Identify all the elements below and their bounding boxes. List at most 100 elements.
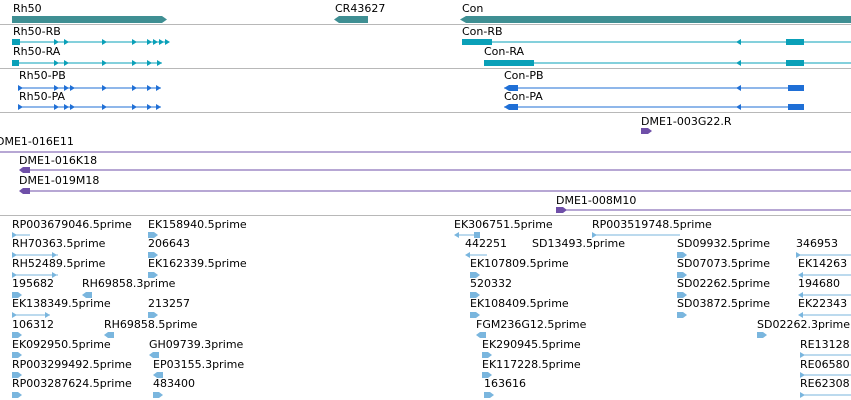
est-label[interactable]: 206643 — [148, 237, 190, 250]
est-label[interactable]: EK22343 — [798, 297, 848, 310]
arrow-right-icon[interactable] — [470, 271, 484, 279]
clone-glyph-016k18[interactable] — [19, 166, 851, 174]
est-label[interactable]: 442251 — [465, 237, 507, 250]
est-label[interactable]: EK108409.5prime — [470, 297, 569, 310]
est-label[interactable]: 106312 — [12, 318, 54, 331]
est-label[interactable]: EK107809.5prime — [470, 257, 569, 270]
transcript-label-rh50-rb[interactable]: Rh50-RB — [13, 25, 61, 38]
arrow-right-icon[interactable] — [148, 311, 162, 319]
arrow-right-icon[interactable] — [677, 271, 691, 279]
est-label[interactable]: EK162339.5prime — [148, 257, 247, 270]
est-label[interactable]: SD09932.5prime — [677, 237, 770, 250]
arrow-left-icon[interactable] — [476, 331, 490, 339]
gene-label-con[interactable]: Con — [462, 2, 484, 15]
est-label[interactable]: RH69858.5prime — [104, 318, 198, 331]
est-label[interactable]: SD02262.5prime — [677, 277, 770, 290]
arrow-right-icon[interactable] — [800, 391, 851, 399]
arrow-right-icon[interactable] — [148, 231, 162, 239]
est-label[interactable]: EK158940.5prime — [148, 218, 247, 231]
arrow-right-icon[interactable] — [482, 351, 496, 359]
arrow-left-icon[interactable] — [153, 371, 167, 379]
est-label[interactable]: RH70363.5prime — [12, 237, 106, 250]
transcript-glyph-rh50-ra[interactable] — [12, 58, 167, 68]
gene-glyph-rh50[interactable] — [12, 15, 168, 25]
arrow-right-icon[interactable] — [677, 311, 691, 319]
arrow-right-icon[interactable] — [677, 291, 691, 299]
est-label[interactable]: RE06580 — [800, 358, 850, 371]
arrow-right-icon[interactable] — [482, 371, 496, 379]
transcript-label-con-pb[interactable]: Con-PB — [504, 69, 544, 82]
est-label[interactable]: EP03155.3prime — [153, 358, 245, 371]
arrow-right-icon[interactable] — [12, 331, 26, 339]
arrow-right-icon[interactable] — [12, 391, 26, 399]
transcript-glyph-con-pb[interactable] — [504, 83, 806, 93]
arrow-right-icon[interactable] — [148, 251, 162, 259]
est-label[interactable]: SD02262.3prime — [757, 318, 850, 331]
arrow-left-icon[interactable] — [149, 351, 163, 359]
clone-glyph-008m10[interactable] — [556, 206, 851, 214]
est-label[interactable]: FGM236G12.5prime — [476, 318, 587, 331]
clone-glyph-019m18[interactable] — [19, 187, 851, 195]
est-label[interactable]: RP003299492.5prime — [12, 358, 132, 371]
arrow-right-icon[interactable] — [800, 351, 851, 359]
clone-label-016k18[interactable]: DME1-016K18 — [19, 154, 98, 167]
est-label[interactable]: SD07073.5prime — [677, 257, 770, 270]
arrow-left-icon[interactable] — [465, 251, 489, 259]
transcript-glyph-con-ra[interactable] — [484, 58, 851, 68]
transcript-label-con-pa[interactable]: Con-PA — [504, 90, 543, 103]
arrow-right-icon[interactable] — [12, 251, 60, 259]
arrow-right-icon[interactable] — [12, 271, 60, 279]
arrow-left-icon[interactable] — [798, 271, 851, 279]
clone-label-016e11[interactable]: DME1-016E11 — [0, 135, 74, 148]
est-label[interactable]: RH69858.3prime — [82, 277, 176, 290]
arrow-right-icon[interactable] — [12, 231, 32, 239]
arrow-left-icon[interactable] — [798, 291, 851, 299]
arrow-right-icon[interactable] — [757, 331, 771, 339]
arrow-left-icon[interactable] — [104, 331, 118, 339]
gene-glyph-cr43627[interactable] — [334, 15, 369, 25]
arrow-left-icon[interactable] — [454, 231, 480, 239]
est-label[interactable]: EK138349.5prime — [12, 297, 111, 310]
arrow-right-icon[interactable] — [800, 371, 851, 379]
transcript-glyph-con-pa[interactable] — [504, 102, 806, 112]
arrow-right-icon[interactable] — [470, 311, 484, 319]
arrow-left-icon[interactable] — [82, 291, 96, 299]
clone-label-008m10[interactable]: DME1-008M10 — [556, 194, 637, 207]
est-label[interactable]: SD13493.5prime — [532, 237, 625, 250]
est-label[interactable]: RP003287624.5prime — [12, 377, 132, 390]
est-label[interactable]: GH09739.3prime — [149, 338, 244, 351]
transcript-glyph-rh50-pb[interactable] — [18, 83, 163, 93]
est-label[interactable]: RE62308 — [800, 377, 850, 390]
clone-label-003g22[interactable]: DME1-003G22.R — [641, 115, 732, 128]
arrow-left-icon[interactable] — [798, 311, 851, 319]
transcript-glyph-rh50-pa[interactable] — [18, 102, 163, 112]
arrow-right-icon[interactable] — [470, 291, 484, 299]
gene-label-rh50[interactable]: Rh50 — [13, 2, 42, 15]
est-label[interactable]: EK14263 — [798, 257, 848, 270]
est-label[interactable]: 483400 — [153, 377, 195, 390]
gene-glyph-con[interactable] — [460, 15, 851, 25]
est-label[interactable]: RE13128 — [800, 338, 850, 351]
transcript-label-rh50-pa[interactable]: Rh50-PA — [19, 90, 66, 103]
clone-glyph-016e11[interactable] — [0, 148, 851, 156]
arrow-right-icon[interactable] — [12, 311, 52, 319]
est-label[interactable]: 213257 — [148, 297, 190, 310]
est-label[interactable]: 163616 — [484, 377, 526, 390]
transcript-label-rh50-pb[interactable]: Rh50-PB — [19, 69, 66, 82]
arrow-right-icon[interactable] — [796, 251, 851, 259]
transcript-label-con-rb[interactable]: Con-RB — [462, 25, 503, 38]
est-label[interactable]: RH52489.5prime — [12, 257, 106, 270]
arrow-right-icon[interactable] — [148, 271, 162, 279]
est-label[interactable]: 195682 — [12, 277, 54, 290]
arrow-right-icon[interactable] — [12, 371, 26, 379]
est-label[interactable]: EK092950.5prime — [12, 338, 111, 351]
transcript-label-con-ra[interactable]: Con-RA — [484, 45, 525, 58]
est-label[interactable]: 520332 — [470, 277, 512, 290]
transcript-label-rh50-ra[interactable]: Rh50-RA — [13, 45, 61, 58]
arrow-right-icon[interactable] — [592, 231, 682, 239]
clone-label-019m18[interactable]: DME1-019M18 — [19, 174, 100, 187]
arrow-right-icon[interactable] — [12, 291, 26, 299]
est-label[interactable]: 346953 — [796, 237, 838, 250]
est-label[interactable]: RP003519748.5prime — [592, 218, 712, 231]
est-label[interactable]: RP003679046.5prime — [12, 218, 132, 231]
